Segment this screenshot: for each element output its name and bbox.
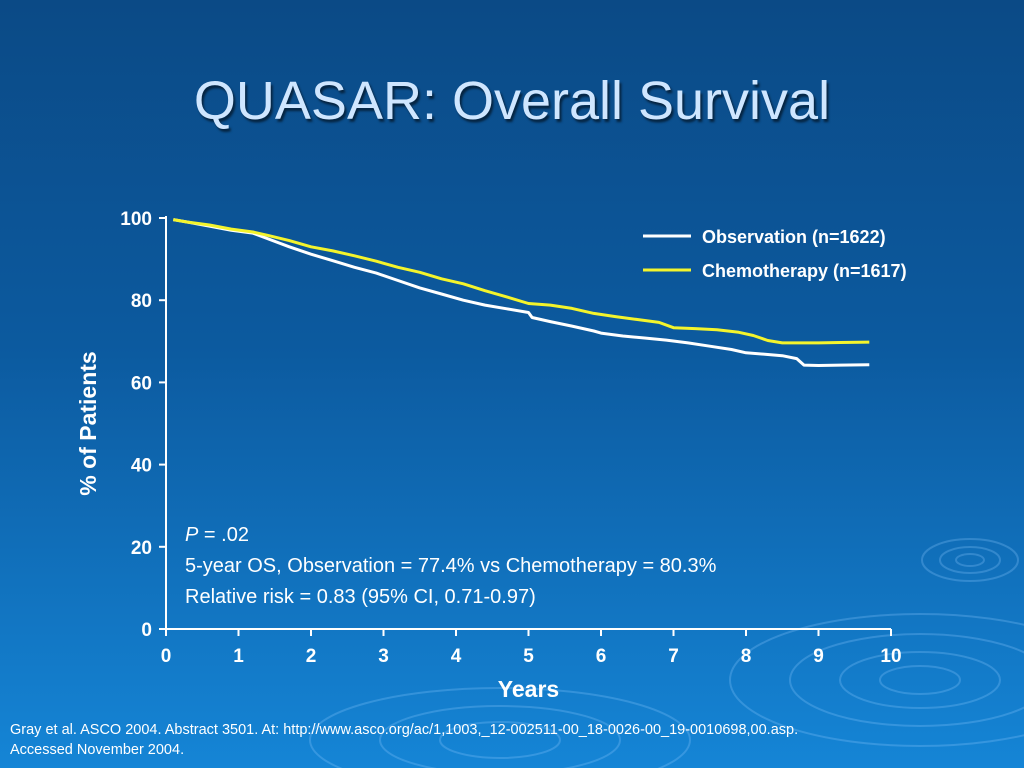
five-year-os-line: 5-year OS, Observation = 77.4% vs Chemot…	[185, 555, 717, 577]
observation-curve	[173, 218, 870, 367]
x-axis-label: Years	[498, 676, 559, 702]
citation-line-1: Gray et al. ASCO 2004. Abstract 3501. At…	[10, 722, 799, 738]
slide-title: QUASAR: Overall Survival	[193, 71, 831, 131]
y-axis-label: % of Patients	[75, 351, 101, 495]
citation-line-2: Accessed November 2004.	[10, 742, 185, 758]
legend-observation-label: Observation (n=1622)	[702, 227, 886, 247]
x-tick-label: 9	[813, 646, 824, 667]
chart-curves	[173, 218, 870, 367]
relative-risk-line: Relative risk = 0.83 (95% CI, 0.71-0.97)	[185, 586, 536, 608]
chart-legend: Observation (n=1622) Chemotherapy (n=1617…	[643, 227, 907, 281]
p-label: P	[185, 524, 199, 546]
y-tick-label: 60	[131, 373, 152, 394]
y-tick-label: 80	[131, 291, 152, 312]
x-tick-label: 10	[880, 646, 901, 667]
chart-axes: 0 20 40 60 80 100 0 1 2 3 4 5 6 7 8 9 10 Years % of Patien…	[75, 209, 902, 702]
x-tick-label: 5	[523, 646, 534, 667]
x-tick-label: 6	[596, 646, 607, 667]
x-tick-label: 0	[161, 646, 172, 667]
citation: Gray et al. ASCO 2004. Abstract 3501. At…	[10, 720, 798, 760]
statistics-annotation: P = .02 5-year OS, Observation = 77.4% v…	[185, 520, 716, 613]
legend-chemotherapy-label: Chemotherapy (n=1617)	[702, 261, 907, 281]
x-tick-label: 7	[668, 646, 679, 667]
x-tick-label: 8	[741, 646, 752, 667]
x-tick-label: 3	[378, 646, 389, 667]
x-tick-label: 2	[306, 646, 317, 667]
y-tick-label: 40	[131, 456, 152, 477]
y-tick-label: 20	[131, 538, 152, 559]
p-value: = .02	[198, 524, 249, 546]
x-tick-label: 4	[451, 646, 462, 667]
chemotherapy-curve	[173, 218, 870, 345]
x-tick-label: 1	[233, 646, 244, 667]
y-tick-label: 100	[120, 209, 152, 230]
y-tick-label: 0	[141, 620, 152, 641]
p-value-line: P = .02	[185, 520, 716, 551]
